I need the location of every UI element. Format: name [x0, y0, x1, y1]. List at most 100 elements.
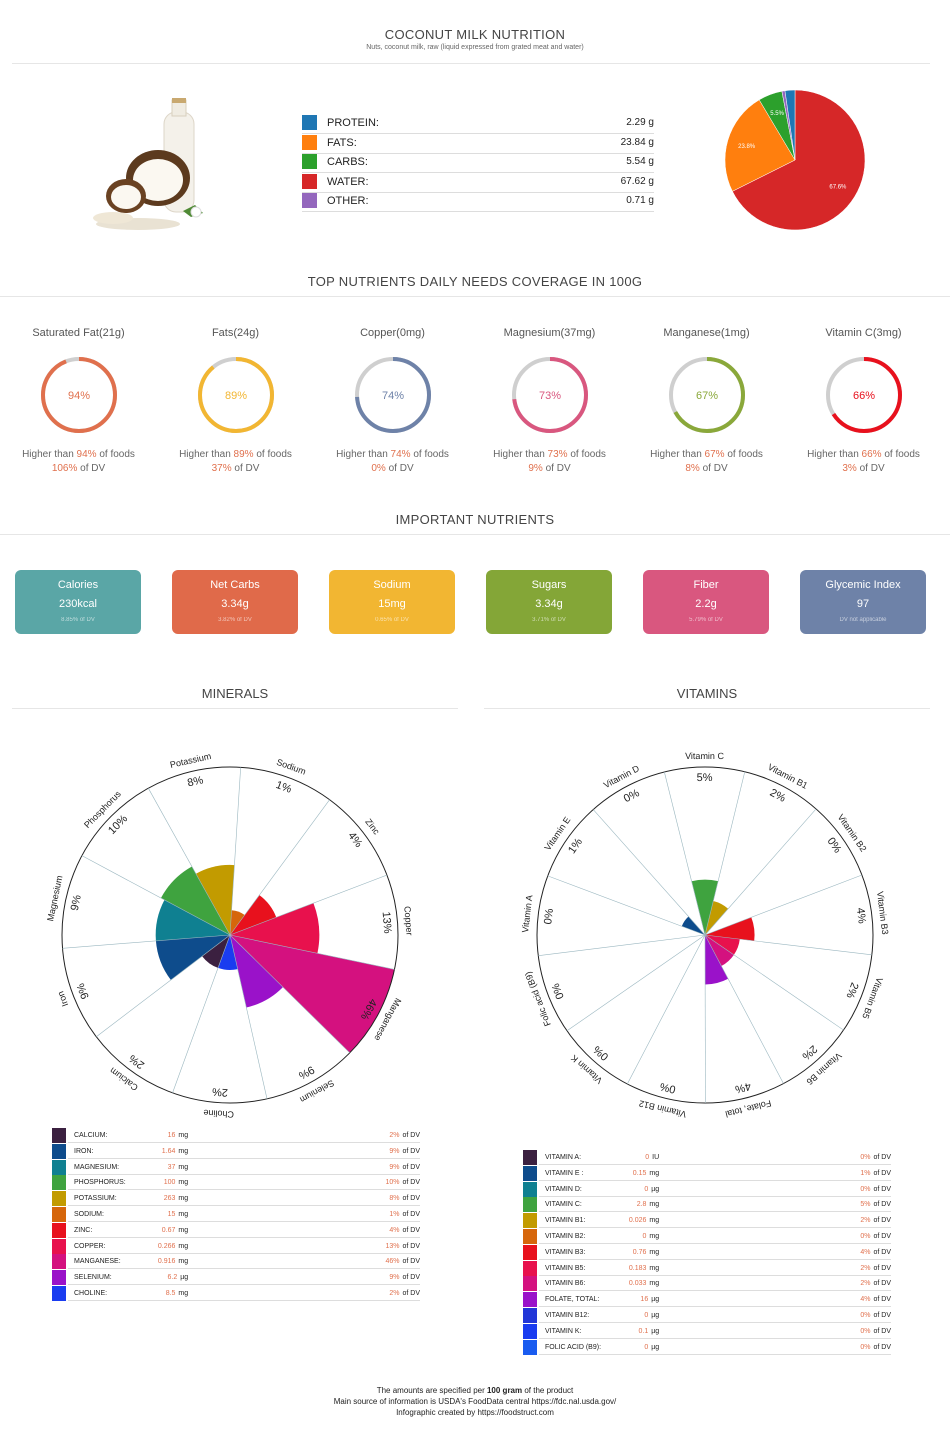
page-subtitle: Nuts, coconut milk, raw (liquid expresse…	[366, 44, 584, 51]
polar-outline	[61, 766, 399, 1104]
polar-wedge-vitamin-b6	[705, 935, 734, 966]
macro-name: OTHER:	[327, 195, 369, 207]
table-rule	[539, 1274, 891, 1276]
polar-category-label: Choline	[203, 1108, 234, 1120]
table-dv: 0% of DV	[860, 1154, 891, 1161]
table-row: VITAMIN A: 0 IU 0% of DV	[523, 1150, 891, 1165]
minerals-title: MINERALS	[201, 686, 269, 701]
card-title: Sodium	[373, 579, 411, 591]
nutrient-card: Net Carbs 3.34g 3.82% of DV	[172, 570, 298, 634]
gauge-dv-line: 3% of DV	[842, 463, 885, 474]
polar-category-label: Copper	[402, 906, 414, 936]
polar-spoke	[704, 874, 863, 936]
table-rule	[68, 1173, 420, 1175]
polar-spoke	[62, 934, 231, 949]
polar-wedge-zinc	[230, 895, 277, 935]
polar-wedge-calcium	[202, 935, 230, 968]
polar-value-label: 0%	[825, 836, 844, 856]
polar-category-label: Vitamin C	[685, 751, 724, 761]
polar-spoke	[704, 934, 872, 956]
table-row: POTASSIUM: 263 mg 8% of DV	[52, 1191, 420, 1207]
divider	[484, 708, 930, 709]
table-swatch	[523, 1323, 537, 1339]
polar-value-label: 4%	[734, 1080, 753, 1096]
macro-row: CARBS: 5.54 g	[302, 153, 654, 173]
nutrient-card: Fiber 2.2g 5.79% of DV	[643, 570, 769, 634]
table-dv: 2% of DV	[389, 1132, 420, 1139]
table-dv: 2% of DV	[860, 1264, 891, 1272]
card-value: 97	[856, 598, 870, 610]
gauge-5: Vitamin C(3mg) 66% Higher than 66% of food…	[785, 327, 942, 474]
table-amount: 15 mg	[167, 1211, 189, 1218]
macro-row: OTHER: 0.71 g	[302, 192, 654, 212]
gauge-0: Saturated Fat(21g) 94% Higher than 94% of …	[0, 327, 157, 474]
table-amount: 0 µg	[644, 1343, 660, 1351]
polar-spoke	[704, 934, 784, 1084]
polar-category-label: Vitamin A	[520, 895, 534, 934]
gauge-percent: 73%	[538, 390, 560, 402]
divider	[0, 534, 950, 535]
table-name: CHOLINE:	[74, 1290, 108, 1297]
polar-spoke	[704, 934, 844, 1031]
table-swatch	[52, 1270, 66, 1286]
card-subtext: 5.79% of DV	[689, 617, 723, 623]
table-rule	[68, 1142, 420, 1143]
gauge-dv-line: 106% of DV	[51, 463, 106, 474]
table-row: PHOSPHORUS: 100 mg 10% of DV	[52, 1175, 420, 1191]
table-name: PHOSPHORUS:	[74, 1179, 126, 1187]
table-swatch	[523, 1292, 537, 1308]
polar-wedge-vitamin-e	[681, 916, 705, 935]
table-swatch	[523, 1260, 537, 1276]
gauge-ring: 94%	[40, 357, 117, 433]
coverage-title: TOP NUTRIENTS DAILY NEEDS COVERAGE IN 10…	[307, 274, 643, 289]
table-amount: 0 µg	[644, 1312, 660, 1319]
table-swatch	[52, 1159, 66, 1175]
table-amount: 0.1 µg	[638, 1327, 660, 1335]
table-swatch	[52, 1128, 66, 1143]
table-dv: 9% of DV	[389, 1274, 420, 1282]
table-name: VITAMIN A:	[545, 1154, 582, 1161]
polar-value-label: 0%	[542, 908, 556, 925]
table-rule	[539, 1258, 891, 1260]
gauge-foods-line: Higher than 67% of foods	[650, 449, 763, 460]
table-row: VITAMIN D: 0 µg 0% of DV	[523, 1181, 891, 1197]
card-subtext: 0.65% of DV	[375, 617, 409, 623]
table-rule	[539, 1179, 891, 1181]
card-subtext: 3.82% of DV	[218, 617, 252, 623]
table-name: ZINC:	[74, 1226, 93, 1234]
coconut-milk-image	[93, 98, 203, 230]
table-amount: 0 µg	[644, 1185, 660, 1193]
table-amount: 0.033 mg	[628, 1280, 660, 1288]
polar-spoke	[229, 934, 268, 1099]
table-rule	[68, 1268, 420, 1270]
polar-category-label: Vitamin B5	[860, 976, 885, 1020]
polar-value-label: 13%	[380, 911, 394, 934]
gauge-percent: 89%	[224, 390, 246, 402]
table-swatch	[523, 1181, 537, 1197]
table-rule	[68, 1300, 420, 1301]
table-dv: 0% of DV	[860, 1343, 891, 1351]
table-row: VITAMIN B2: 0 mg 0% of DV	[523, 1229, 891, 1244]
gauge-percent: 66%	[852, 390, 874, 402]
gauge-foods-line: Higher than 89% of foods	[179, 449, 292, 460]
vitamins-title: VITAMINS	[676, 686, 738, 701]
polar-spoke	[664, 771, 706, 936]
table-name: POTASSIUM:	[74, 1195, 117, 1203]
table-dv: 1% of DV	[389, 1211, 420, 1218]
table-swatch	[52, 1254, 66, 1270]
polar-wedge-copper	[230, 903, 320, 954]
divider	[0, 296, 950, 297]
macro-pie-chart: 67.6% 23.8% 5.5%	[724, 89, 866, 231]
gauge-dv-line: 9% of DV	[528, 463, 571, 474]
polar-spoke	[229, 874, 388, 936]
card-title: Net Carbs	[210, 579, 260, 591]
table-amount: 16 mg	[167, 1132, 189, 1139]
table-rule	[539, 1243, 891, 1244]
macro-value: 0.71 g	[626, 195, 654, 206]
polar-spoke	[172, 934, 231, 1093]
polar-value-label: 2%	[212, 1085, 229, 1098]
table-dv: 2% of DV	[860, 1280, 891, 1288]
table-row: VITAMIN B1: 0.026 mg 2% of DV	[523, 1213, 891, 1229]
polar-category-label: Iron	[55, 990, 70, 1008]
